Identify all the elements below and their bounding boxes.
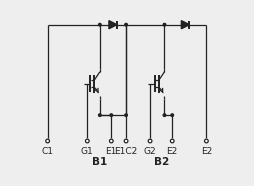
Circle shape <box>124 139 128 143</box>
Text: E1: E1 <box>106 147 117 155</box>
Polygon shape <box>109 21 117 29</box>
Text: B1: B1 <box>92 157 107 167</box>
Text: G1: G1 <box>81 147 94 155</box>
Circle shape <box>85 139 89 143</box>
Text: E2: E2 <box>167 147 178 155</box>
Circle shape <box>46 139 50 143</box>
Text: B2: B2 <box>153 157 169 167</box>
Circle shape <box>204 139 208 143</box>
Circle shape <box>163 114 166 116</box>
Text: E1C2: E1C2 <box>115 147 138 155</box>
Circle shape <box>171 114 173 116</box>
Polygon shape <box>181 21 189 29</box>
Circle shape <box>125 114 127 116</box>
Circle shape <box>125 23 127 26</box>
Text: E2: E2 <box>201 147 212 155</box>
Circle shape <box>99 114 101 116</box>
Circle shape <box>170 139 174 143</box>
Text: G2: G2 <box>144 147 156 155</box>
Circle shape <box>109 139 113 143</box>
Circle shape <box>110 114 113 116</box>
Circle shape <box>163 23 166 26</box>
Circle shape <box>99 23 101 26</box>
Circle shape <box>148 139 152 143</box>
Text: C1: C1 <box>42 147 54 155</box>
